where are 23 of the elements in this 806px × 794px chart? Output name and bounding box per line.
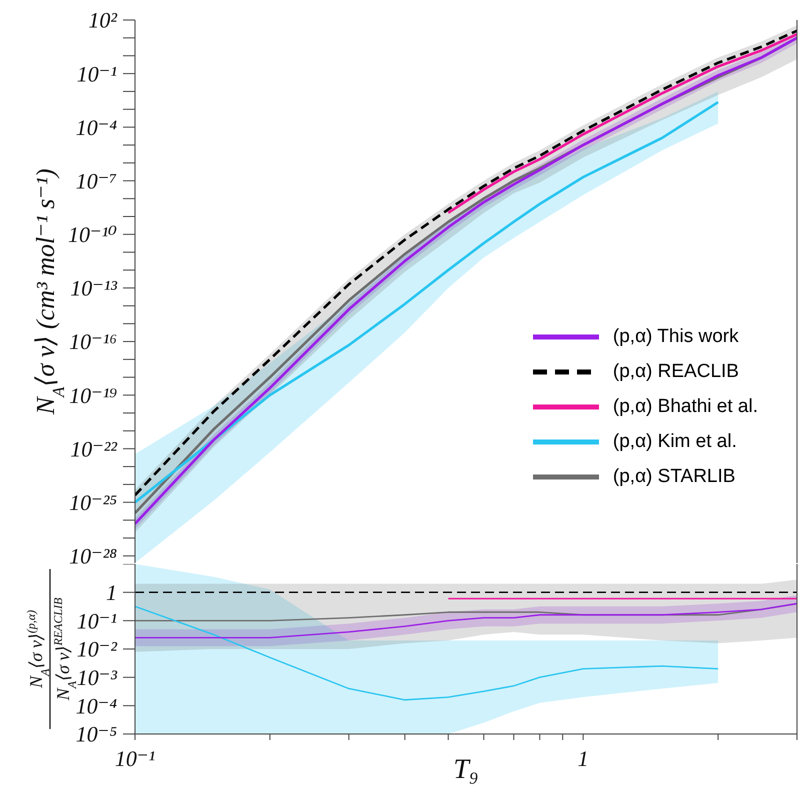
legend-label: (p,α) This work (612, 326, 739, 348)
y-tick-label: 10⁻¹ (76, 61, 117, 86)
legend-label: (p,α) Kim et al. (612, 430, 737, 452)
y-tick-label: 10⁻⁴ (76, 693, 118, 718)
y-tick-label: 10² (88, 8, 118, 33)
y-tick-label: 10⁻¹⁹ (69, 382, 118, 408)
y-tick-label: 10⁻¹⁶ (69, 329, 117, 354)
y-tick-label: 10⁻²² (70, 436, 118, 462)
x-axis-title: T₉ (453, 754, 479, 785)
y-tick-label: 10⁻¹⁰ (68, 222, 118, 248)
y-tick-label: 10⁻⁷ (76, 168, 117, 194)
legend-label: (p,α) STARLIB (612, 466, 736, 488)
y-tick-label: 10⁻² (76, 636, 118, 662)
y-tick-label: 10⁻¹ (76, 608, 117, 634)
y-tick-label: 10⁻⁵ (76, 722, 118, 747)
y-tick-label: 10⁻¹³ (70, 276, 118, 301)
y-tick-label: 10⁻⁴ (76, 114, 118, 140)
y-tick-label: 1 (106, 580, 117, 606)
y-tick-label: 10⁻²⁸ (69, 544, 118, 569)
legend-label: (p,α) Bhathi et al. (612, 396, 758, 418)
legend-label: (p,α) REACLIB (612, 360, 739, 382)
y-tick-label: 10⁻²⁵ (69, 490, 118, 515)
y-tick-label: 10⁻³ (76, 665, 118, 690)
